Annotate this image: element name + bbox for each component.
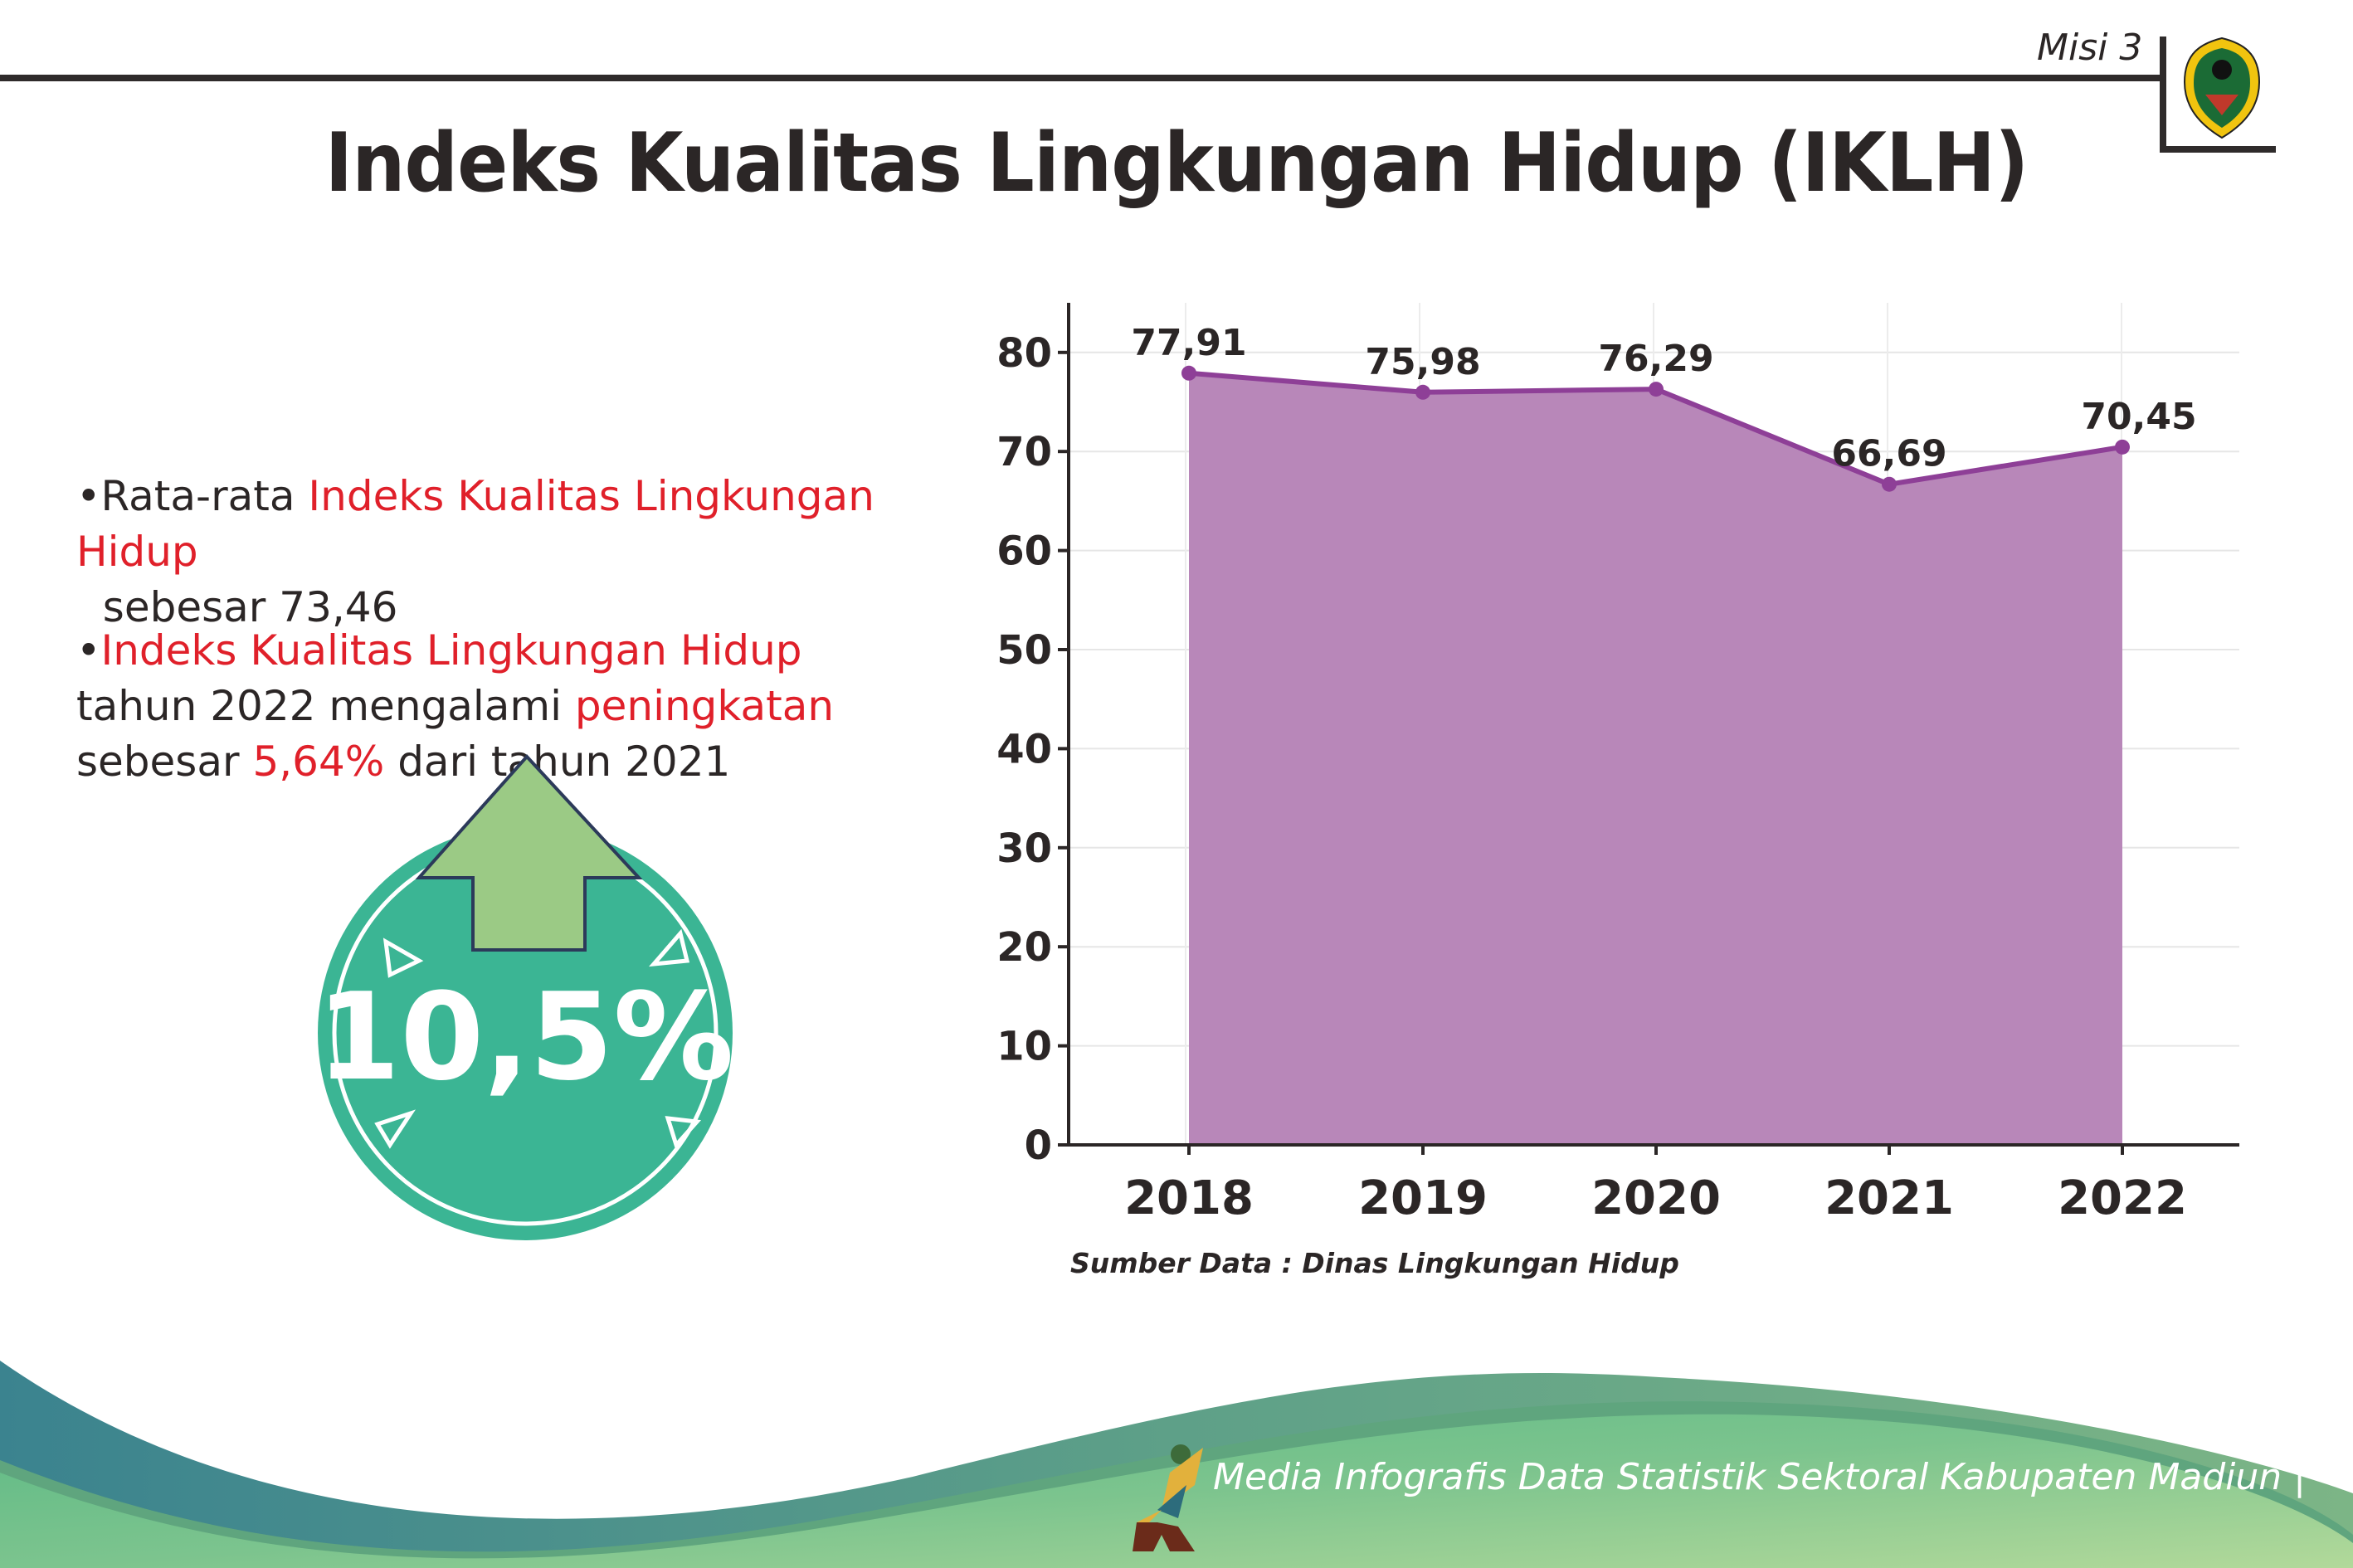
- data-label: 66,69: [1831, 433, 1946, 475]
- y-tick-label: 80: [996, 330, 1052, 377]
- y-tick-label: 40: [996, 726, 1052, 772]
- data-source: Sumber Data : Dinas Lingkungan Hidup: [1070, 1247, 1679, 1279]
- bullet-average: •Rata-rata Indeks Kualitas Lingkungan Hi…: [76, 472, 874, 631]
- y-tick-label: 20: [996, 924, 1052, 971]
- badge-circle: [318, 825, 733, 1240]
- data-label: 75,98: [1365, 341, 1480, 383]
- infographic-logo-icon: [1133, 1444, 1203, 1551]
- bullet-increase: •Indeks Kualitas Lingkungan Hidup tahun …: [76, 626, 835, 786]
- badge-value: 10,5%: [316, 967, 733, 1108]
- bullet-text: Rata-rata: [100, 472, 309, 520]
- header-bracket: [2160, 146, 2276, 153]
- x-tick-label: 2022: [2058, 1171, 2187, 1225]
- bullet-highlight: Indeks Kualitas Lingkungan Hidup: [76, 472, 874, 576]
- growth-badge: 10,5%: [316, 754, 734, 1240]
- area-fill: [1189, 373, 2122, 1145]
- arrow-up-icon: [415, 754, 643, 952]
- y-tick-label: 30: [996, 825, 1052, 872]
- data-point: [2115, 439, 2130, 455]
- data-point: [1882, 476, 1897, 492]
- page-title: Indeks Kualitas Lingkungan Hidup (IKLH): [324, 116, 2029, 211]
- mission-label: Misi 3: [2037, 27, 2143, 69]
- bullet-highlight: peningkatan: [574, 682, 835, 730]
- y-tick-label: 60: [996, 528, 1052, 575]
- data-point: [1649, 382, 1664, 397]
- bullet-highlight: Indeks Kualitas Lingkungan Hidup: [100, 626, 802, 674]
- x-tick-label: 2019: [1358, 1171, 1488, 1225]
- bullet-text: sebesar: [76, 738, 253, 786]
- bullet-text: dari tahun 2021: [384, 738, 731, 786]
- bullet-highlight: 5,64%: [252, 738, 385, 786]
- header-bracket: [2160, 37, 2166, 153]
- header-rule: [0, 75, 2162, 81]
- y-tick-label: 70: [996, 429, 1052, 475]
- y-tick-label: 0: [1025, 1122, 1052, 1169]
- data-label: 70,45: [2081, 396, 2196, 438]
- data-point: [1415, 384, 1430, 400]
- y-tick-label: 50: [996, 627, 1052, 674]
- kabupaten-madiun-logo-icon: [2183, 37, 2261, 139]
- data-label: 76,29: [1598, 338, 1713, 380]
- y-tick-label: 10: [996, 1024, 1052, 1070]
- bullet-text: sebesar 73,46: [89, 583, 398, 631]
- x-tick-label: 2018: [1124, 1171, 1254, 1225]
- x-tick-label: 2020: [1591, 1171, 1721, 1225]
- bullet-text: tahun 2022 mengalami: [76, 682, 575, 730]
- data-point: [1181, 365, 1196, 381]
- data-label: 77,91: [1131, 322, 1246, 364]
- x-tick-label: 2021: [1824, 1171, 1954, 1225]
- footer-text: Media Infografis Data Statistik Sektoral…: [1213, 1456, 2306, 1498]
